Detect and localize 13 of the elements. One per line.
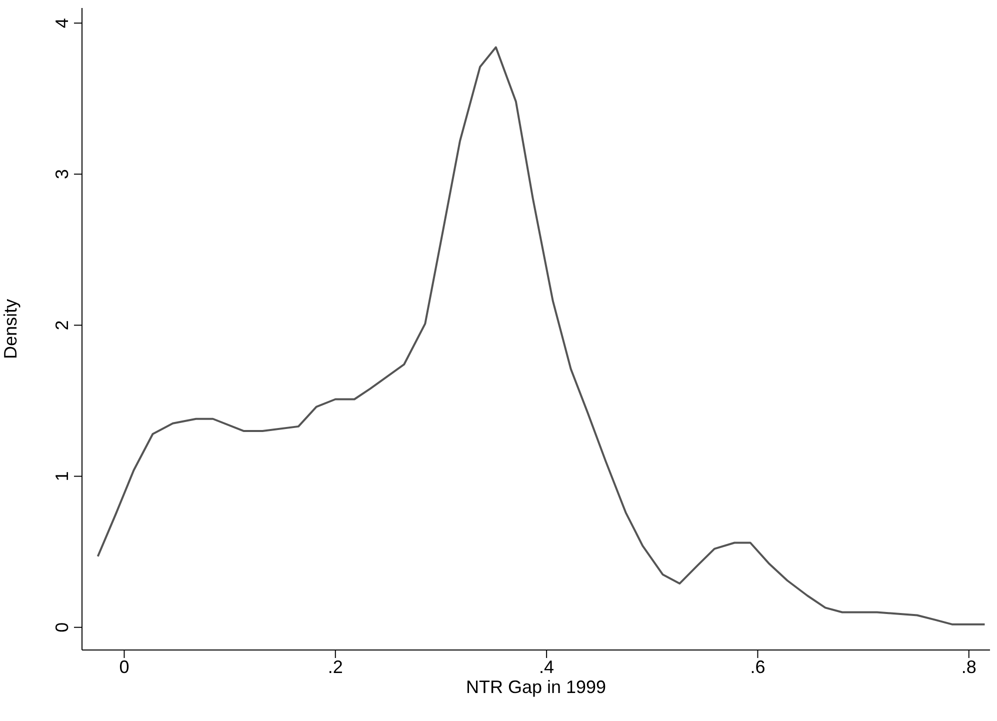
x-axis-title: NTR Gap in 1999 — [466, 677, 606, 697]
x-tick-label: 0 — [119, 656, 130, 677]
x-tick-label: .4 — [539, 656, 554, 677]
y-tick-label: 3 — [52, 169, 72, 180]
x-tick-label: .8 — [961, 656, 976, 677]
x-tick-label: .2 — [328, 656, 343, 677]
y-tick-label: 1 — [52, 471, 72, 482]
line-series — [96, 46, 986, 626]
y-tick-label: 4 — [52, 18, 72, 28]
y-tick-label: 0 — [52, 622, 72, 632]
y-tick-label: 2 — [52, 320, 72, 330]
y-axis-title: Density — [0, 298, 20, 360]
x-tick-label: .6 — [750, 656, 766, 677]
